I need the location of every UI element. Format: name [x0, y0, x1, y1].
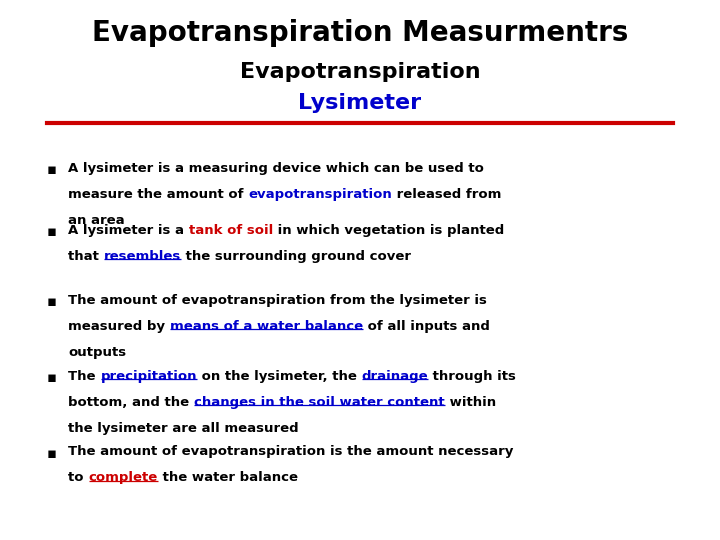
Text: The amount of evapotranspiration from the lysimeter is: The amount of evapotranspiration from th… — [68, 294, 487, 307]
Text: measure the amount of: measure the amount of — [68, 188, 248, 201]
Text: the surrounding ground cover: the surrounding ground cover — [181, 250, 411, 263]
Text: ▪: ▪ — [47, 294, 57, 309]
Text: an area: an area — [68, 214, 125, 227]
Text: The: The — [68, 370, 101, 383]
Text: the lysimeter are all measured: the lysimeter are all measured — [68, 422, 299, 435]
Text: evapotranspiration: evapotranspiration — [248, 188, 392, 201]
Text: ▪: ▪ — [47, 162, 57, 177]
Text: Lysimeter: Lysimeter — [298, 93, 422, 113]
Text: through its: through its — [428, 370, 516, 383]
Text: drainage: drainage — [361, 370, 428, 383]
Text: precipitation: precipitation — [101, 370, 197, 383]
Text: released from: released from — [392, 188, 502, 201]
Text: resembles: resembles — [104, 250, 181, 263]
Text: to: to — [68, 471, 89, 484]
Text: of all inputs and: of all inputs and — [363, 320, 490, 333]
Text: A lysimeter is a: A lysimeter is a — [68, 224, 189, 237]
Text: ▪: ▪ — [47, 224, 57, 239]
Text: ▪: ▪ — [47, 446, 57, 461]
Text: on the lysimeter, the: on the lysimeter, the — [197, 370, 361, 383]
Text: in which vegetation is planted: in which vegetation is planted — [274, 224, 505, 237]
Text: Evapotranspiration: Evapotranspiration — [240, 62, 480, 82]
Text: measured by: measured by — [68, 320, 170, 333]
Text: the water balance: the water balance — [158, 471, 298, 484]
Text: ▪: ▪ — [47, 370, 57, 385]
Text: that: that — [68, 250, 104, 263]
Text: bottom, and the: bottom, and the — [68, 396, 194, 409]
Text: outputs: outputs — [68, 346, 127, 359]
Text: The amount of evapotranspiration is the amount necessary: The amount of evapotranspiration is the … — [68, 446, 514, 458]
Text: means of a water balance: means of a water balance — [170, 320, 363, 333]
Text: changes in the soil water content: changes in the soil water content — [194, 396, 445, 409]
Text: A lysimeter is a measuring device which can be used to: A lysimeter is a measuring device which … — [68, 162, 485, 175]
Text: Evapotranspiration Measurmentrs: Evapotranspiration Measurmentrs — [92, 19, 628, 47]
Text: complete: complete — [89, 471, 158, 484]
Text: tank of soil: tank of soil — [189, 224, 274, 237]
Text: within: within — [445, 396, 496, 409]
